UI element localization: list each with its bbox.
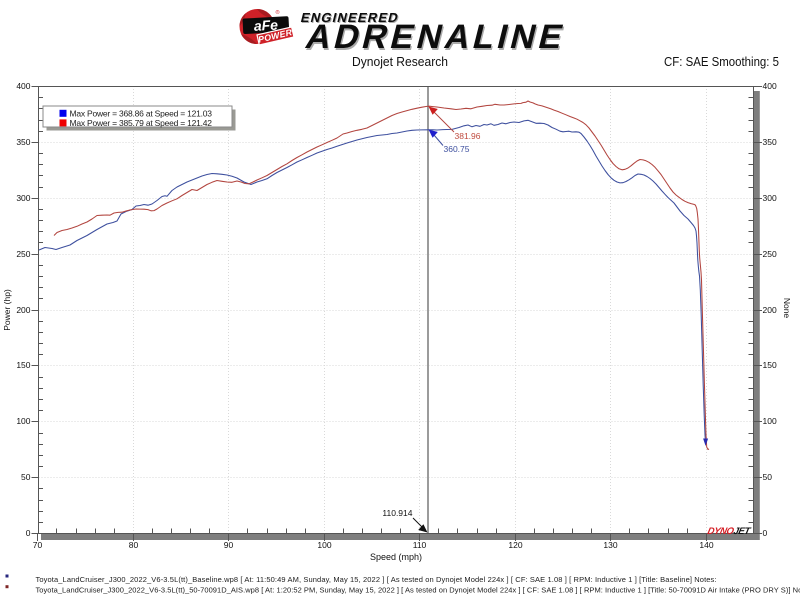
- svg-text:0: 0: [26, 528, 31, 538]
- svg-text:®: ®: [276, 9, 280, 16]
- svg-text:ENGINEERED: ENGINEERED: [299, 10, 401, 25]
- svg-text:360.75: 360.75: [444, 144, 470, 154]
- svg-text:aFe: aFe: [253, 17, 278, 34]
- svg-text:140: 140: [699, 540, 713, 550]
- svg-text:70: 70: [33, 540, 43, 550]
- svg-text:381.96: 381.96: [455, 131, 481, 141]
- svg-text:50: 50: [21, 472, 31, 482]
- svg-text:400: 400: [763, 81, 777, 91]
- svg-text:Toyota_LandCruiser_J300_2022_V: Toyota_LandCruiser_J300_2022_V6-3.5L(tt)…: [36, 575, 717, 584]
- svg-text:150: 150: [763, 360, 777, 370]
- svg-text:120: 120: [508, 540, 522, 550]
- svg-text:110.914: 110.914: [382, 508, 412, 518]
- svg-text:ADRENALINE: ADRENALINE: [303, 20, 571, 57]
- svg-text:Toyota_LandCruiser_J300_2022_V: Toyota_LandCruiser_J300_2022_V6-3.5L(tt)…: [36, 586, 800, 595]
- svg-text:Speed (mph): Speed (mph): [370, 552, 422, 562]
- svg-text:JET: JET: [732, 526, 752, 537]
- svg-text:130: 130: [603, 540, 617, 550]
- svg-text:80: 80: [129, 540, 139, 550]
- svg-text:150: 150: [16, 360, 30, 370]
- svg-text:Max Power = 368.86 at Speed =: Max Power = 368.86 at Speed = 121.03: [70, 108, 213, 118]
- svg-text:CF: SAE Smoothing: 5: CF: SAE Smoothing: 5: [664, 55, 779, 69]
- svg-text:250: 250: [763, 249, 777, 259]
- svg-text:ENGINEERED: ENGINEERED: [300, 11, 402, 26]
- svg-text:350: 350: [763, 137, 777, 147]
- svg-text:0: 0: [763, 528, 768, 538]
- svg-text:400: 400: [16, 81, 30, 91]
- svg-text:ADRENALINE: ADRENALINE: [302, 18, 570, 55]
- svg-text:Power (hp): Power (hp): [2, 289, 12, 331]
- svg-text:Dynojet Research: Dynojet Research: [352, 55, 448, 69]
- svg-text:50: 50: [763, 472, 773, 482]
- svg-text:100: 100: [317, 540, 331, 550]
- svg-text:Max Power = 385.79 at Speed =: Max Power = 385.79 at Speed = 121.42: [70, 118, 213, 128]
- svg-text:250: 250: [16, 249, 30, 259]
- svg-text:200: 200: [16, 305, 30, 315]
- svg-text:100: 100: [763, 416, 777, 426]
- svg-text:100: 100: [16, 416, 30, 426]
- svg-text:300: 300: [16, 193, 30, 203]
- svg-text:90: 90: [224, 540, 234, 550]
- svg-text:DYNO: DYNO: [706, 526, 735, 537]
- svg-text:350: 350: [16, 137, 30, 147]
- svg-text:110: 110: [413, 540, 427, 550]
- svg-text:200: 200: [763, 305, 777, 315]
- svg-text:None: None: [782, 298, 792, 319]
- svg-text:300: 300: [763, 193, 777, 203]
